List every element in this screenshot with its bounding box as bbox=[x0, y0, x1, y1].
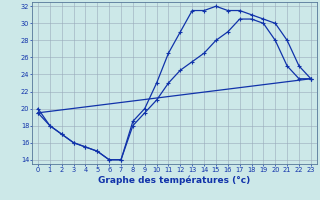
X-axis label: Graphe des températures (°c): Graphe des températures (°c) bbox=[98, 176, 251, 185]
